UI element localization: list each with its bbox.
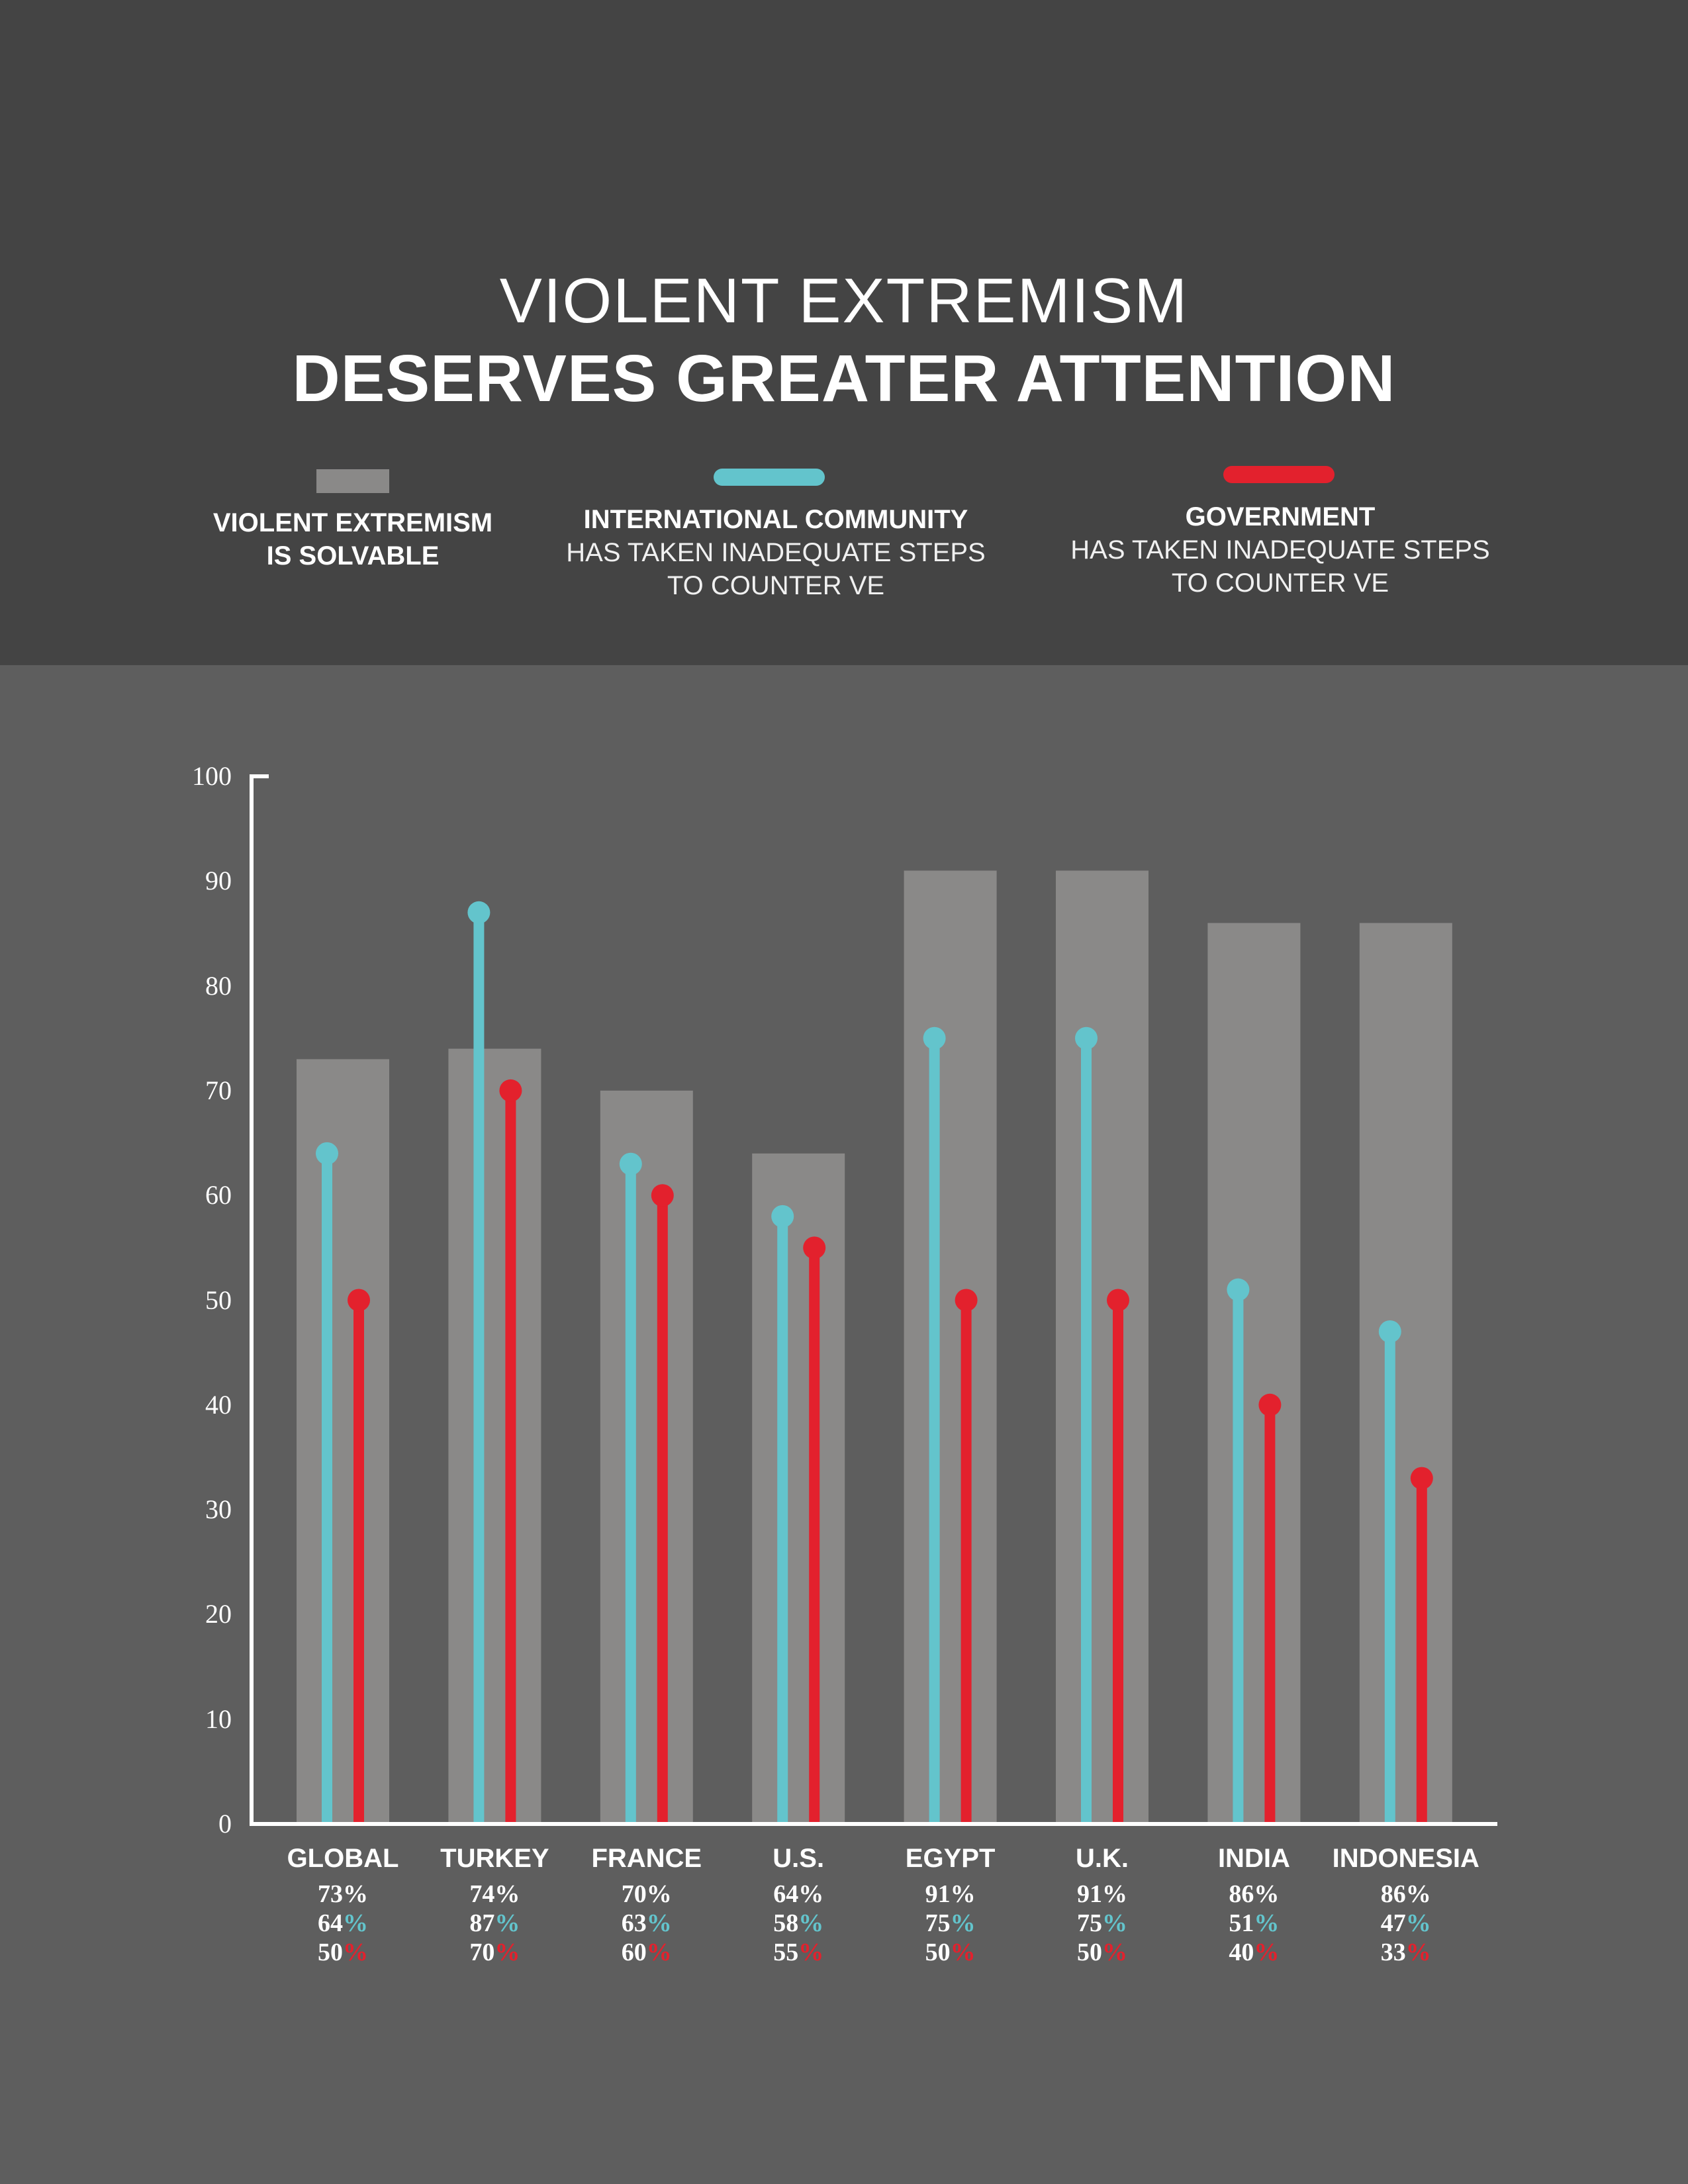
data-label-government-global: 50% (318, 1938, 368, 1966)
bar-turkey (448, 1048, 541, 1824)
international-dot-indonesia (1378, 1320, 1401, 1343)
government-stem-u-k (1113, 1300, 1123, 1824)
government-stem-turkey (505, 1090, 516, 1824)
international-dot-u-s (771, 1205, 794, 1228)
legend-item-international: INTERNATIONAL COMMUNITY HAS TAKEN INADEQ… (544, 503, 1008, 602)
data-label-solvable-global: 73% (318, 1880, 368, 1908)
government-stem-indonesia (1416, 1478, 1427, 1824)
x-tick-label-egypt: EGYPT (905, 1844, 996, 1873)
data-label-solvable-france: 70% (621, 1880, 672, 1908)
bar-u-s (752, 1153, 845, 1824)
y-tick-label-40: 40 (205, 1389, 232, 1420)
x-tick-label-indonesia: INDONESIA (1332, 1844, 1479, 1873)
government-stem-egypt (961, 1300, 972, 1824)
government-stem-france (657, 1195, 668, 1824)
bar-indonesia (1359, 923, 1452, 1824)
government-dot-turkey (499, 1079, 522, 1102)
international-stem-egypt (929, 1038, 940, 1824)
government-dot-u-k (1107, 1289, 1129, 1312)
data-label-government-indonesia: 33% (1380, 1938, 1431, 1966)
legend-item-solvable: VIOLENT EXTREMISM IS SOLVABLE (187, 506, 518, 572)
data-label-government-u-s: 55% (773, 1938, 824, 1966)
y-tick-label-60: 60 (205, 1180, 232, 1210)
international-dot-global (316, 1142, 338, 1165)
legend-label-government-bold: GOVERNMENT (1185, 502, 1376, 531)
data-label-government-u-k: 50% (1077, 1938, 1127, 1966)
legend-swatch-government (1223, 466, 1335, 483)
data-label-international-india: 51% (1229, 1909, 1280, 1937)
bar-u-k (1056, 870, 1149, 1824)
international-stem-india (1233, 1289, 1244, 1824)
bar-india (1207, 923, 1301, 1824)
data-label-solvable-egypt: 91% (925, 1880, 976, 1908)
data-label-international-france: 63% (621, 1909, 672, 1937)
data-label-government-turkey: 70% (469, 1938, 520, 1966)
x-tick-label-india: INDIA (1217, 1844, 1290, 1873)
data-label-solvable-india: 86% (1229, 1880, 1280, 1908)
international-stem-u-k (1081, 1038, 1092, 1824)
y-tick-label-20: 20 (205, 1599, 232, 1629)
legend-label-international-bold: INTERNATIONAL COMMUNITY (583, 505, 968, 534)
y-tick-label-80: 80 (205, 970, 232, 1001)
data-label-government-france: 60% (621, 1938, 672, 1966)
header-panel: VIOLENT EXTREMISM DESERVES GREATER ATTEN… (0, 0, 1688, 665)
government-dot-india (1258, 1393, 1282, 1416)
y-tick-label-100: 100 (192, 761, 232, 791)
y-tick-label-70: 70 (205, 1075, 232, 1105)
legend-label-solvable: VIOLENT EXTREMISM IS SOLVABLE (212, 508, 493, 570)
y-tick-label-10: 10 (205, 1704, 232, 1734)
government-dot-global (348, 1289, 370, 1312)
international-dot-u-k (1075, 1026, 1098, 1050)
data-label-solvable-turkey: 74% (469, 1880, 520, 1908)
data-label-solvable-u-s: 64% (773, 1880, 824, 1908)
data-label-government-egypt: 50% (925, 1938, 976, 1966)
international-dot-egypt (923, 1026, 946, 1050)
data-label-solvable-u-k: 91% (1077, 1880, 1127, 1908)
government-dot-indonesia (1410, 1467, 1433, 1490)
x-tick-label-u-s: U.S. (773, 1844, 825, 1873)
legend-swatch-international (714, 469, 825, 486)
x-tick-label-turkey: TURKEY (440, 1844, 549, 1873)
international-dot-turkey (467, 901, 491, 924)
x-tick-label-france: FRANCE (591, 1844, 702, 1873)
data-label-international-u-s: 58% (773, 1909, 824, 1937)
y-tick-label-30: 30 (205, 1494, 232, 1525)
data-label-government-india: 40% (1229, 1938, 1280, 1966)
government-dot-france (651, 1184, 674, 1207)
x-tick-label-u-k: U.K. (1076, 1844, 1129, 1873)
data-label-international-turkey: 87% (469, 1909, 520, 1937)
international-stem-france (625, 1163, 636, 1824)
chart-title-line-1: VIOLENT EXTREMISM (499, 265, 1189, 336)
chart-title-line-2: DESERVES GREATER ATTENTION (292, 341, 1396, 416)
government-dot-u-s (803, 1236, 826, 1259)
data-label-international-egypt: 75% (925, 1909, 976, 1937)
bar-france (600, 1090, 693, 1824)
international-stem-u-s (777, 1216, 788, 1824)
y-tick-label-0: 0 (218, 1809, 232, 1839)
data-label-solvable-indonesia: 86% (1380, 1880, 1431, 1908)
legend-item-government: GOVERNMENT HAS TAKEN INADEQUATE STEPS TO… (1049, 500, 1512, 600)
government-dot-egypt (955, 1289, 978, 1312)
international-stem-global (322, 1153, 332, 1824)
legend-swatch-bar (316, 469, 389, 493)
government-stem-global (353, 1300, 364, 1824)
x-tick-label-global: GLOBAL (287, 1844, 399, 1873)
international-dot-france (619, 1152, 642, 1175)
international-stem-turkey (473, 912, 485, 1824)
bar-egypt (904, 870, 997, 1824)
data-label-international-u-k: 75% (1077, 1909, 1127, 1937)
y-tick-label-50: 50 (205, 1285, 232, 1315)
bar-global (297, 1059, 389, 1824)
government-stem-india (1264, 1404, 1276, 1824)
international-dot-india (1227, 1278, 1250, 1301)
y-tick-label-90: 90 (205, 866, 232, 896)
data-label-international-indonesia: 47% (1380, 1909, 1431, 1937)
legend-label-international-light: HAS TAKEN INADEQUATE STEPS TO COUNTER VE (566, 538, 986, 600)
government-stem-u-s (809, 1248, 820, 1824)
data-label-international-global: 64% (318, 1909, 368, 1937)
legend-label-government-light: HAS TAKEN INADEQUATE STEPS TO COUNTER VE (1070, 535, 1490, 598)
international-stem-indonesia (1384, 1331, 1395, 1824)
